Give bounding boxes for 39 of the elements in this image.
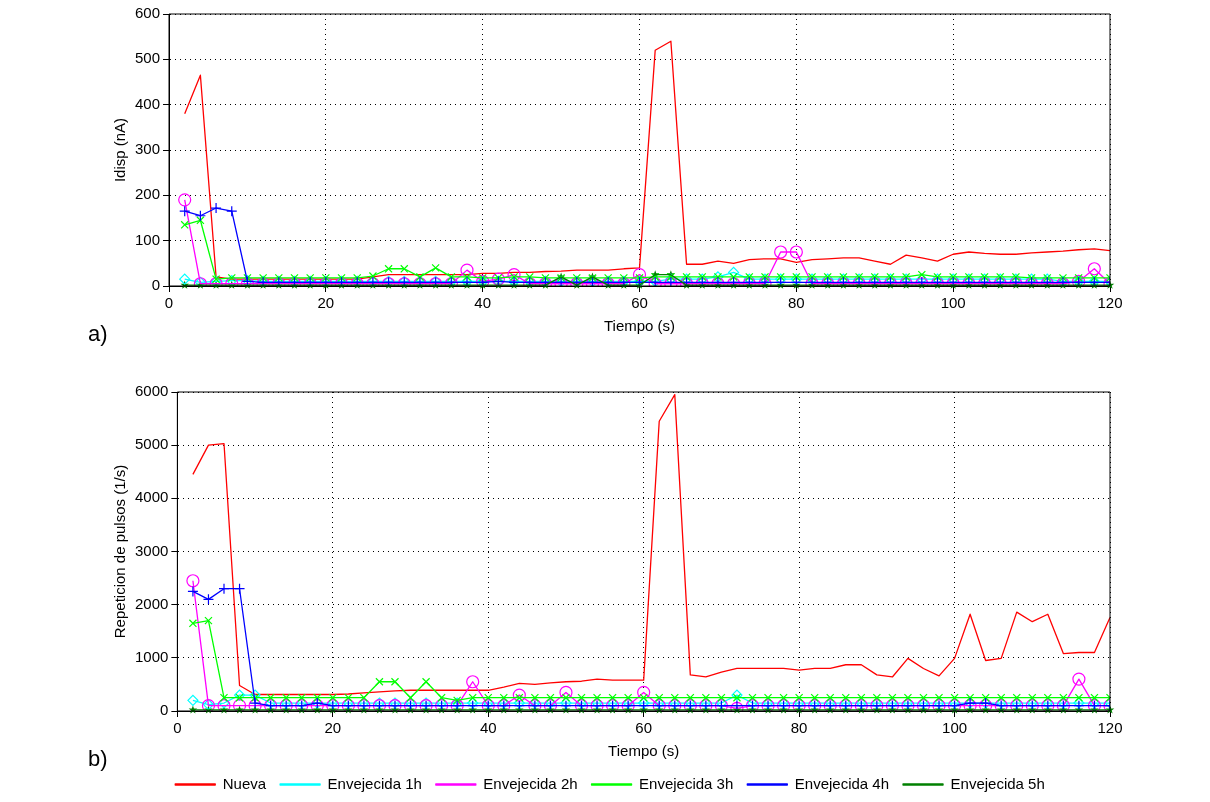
x-tick-label: 80 bbox=[790, 719, 808, 737]
x-tick-label: 0 bbox=[173, 719, 182, 737]
y-axis-title: Idisp (nA) bbox=[111, 117, 129, 183]
x-axis-title: Tiempo (s) bbox=[608, 742, 680, 760]
x-tick-label: 60 bbox=[631, 294, 648, 312]
y-tick-label: 200 bbox=[135, 185, 161, 203]
y-tick-label: 6000 bbox=[134, 382, 169, 400]
y-tick-label: 1000 bbox=[134, 647, 169, 665]
x-tick-label: 20 bbox=[317, 294, 335, 312]
text: a) bbox=[88, 321, 108, 347]
x-axis-title: Tiempo (s) bbox=[603, 317, 676, 335]
y-tick-label: 0 bbox=[160, 701, 169, 719]
x-tick-label: 60 bbox=[635, 719, 653, 737]
legend-label: Envejecida 4h bbox=[794, 774, 890, 792]
x-tick-label: 40 bbox=[479, 719, 497, 737]
legend-label: Envejecida 3h bbox=[639, 774, 734, 792]
legend-label: Nueva bbox=[222, 774, 267, 792]
x-tick-label: 100 bbox=[942, 719, 968, 737]
y-tick-label: 2000 bbox=[134, 594, 169, 612]
y-tick-label: 4000 bbox=[134, 488, 169, 506]
x-tick-label: 120 bbox=[1097, 719, 1123, 737]
y-axis-title: Repeticion de pulsos (1/s) bbox=[111, 464, 129, 639]
x-tick-label: 100 bbox=[940, 294, 966, 312]
y-tick-label: 400 bbox=[135, 94, 161, 112]
y-tick-label: 600 bbox=[135, 4, 161, 22]
text: b) bbox=[88, 746, 108, 772]
x-tick-label: 40 bbox=[474, 294, 492, 312]
legend-label: Envejecida 1h bbox=[327, 774, 422, 792]
x-tick-label: 80 bbox=[788, 294, 805, 312]
y-tick-label: 100 bbox=[135, 230, 161, 248]
x-tick-label: 20 bbox=[324, 719, 342, 737]
y-tick-label: 300 bbox=[135, 140, 161, 158]
legend-label: Envejecida 2h bbox=[483, 774, 578, 792]
y-tick-label: 500 bbox=[135, 49, 161, 67]
y-tick-label: 0 bbox=[151, 276, 161, 294]
legend-label: Envejecida 5h bbox=[950, 774, 1045, 792]
y-tick-label: 3000 bbox=[134, 541, 169, 559]
y-tick-label: 5000 bbox=[134, 435, 169, 453]
x-tick-label: 120 bbox=[1097, 294, 1123, 312]
